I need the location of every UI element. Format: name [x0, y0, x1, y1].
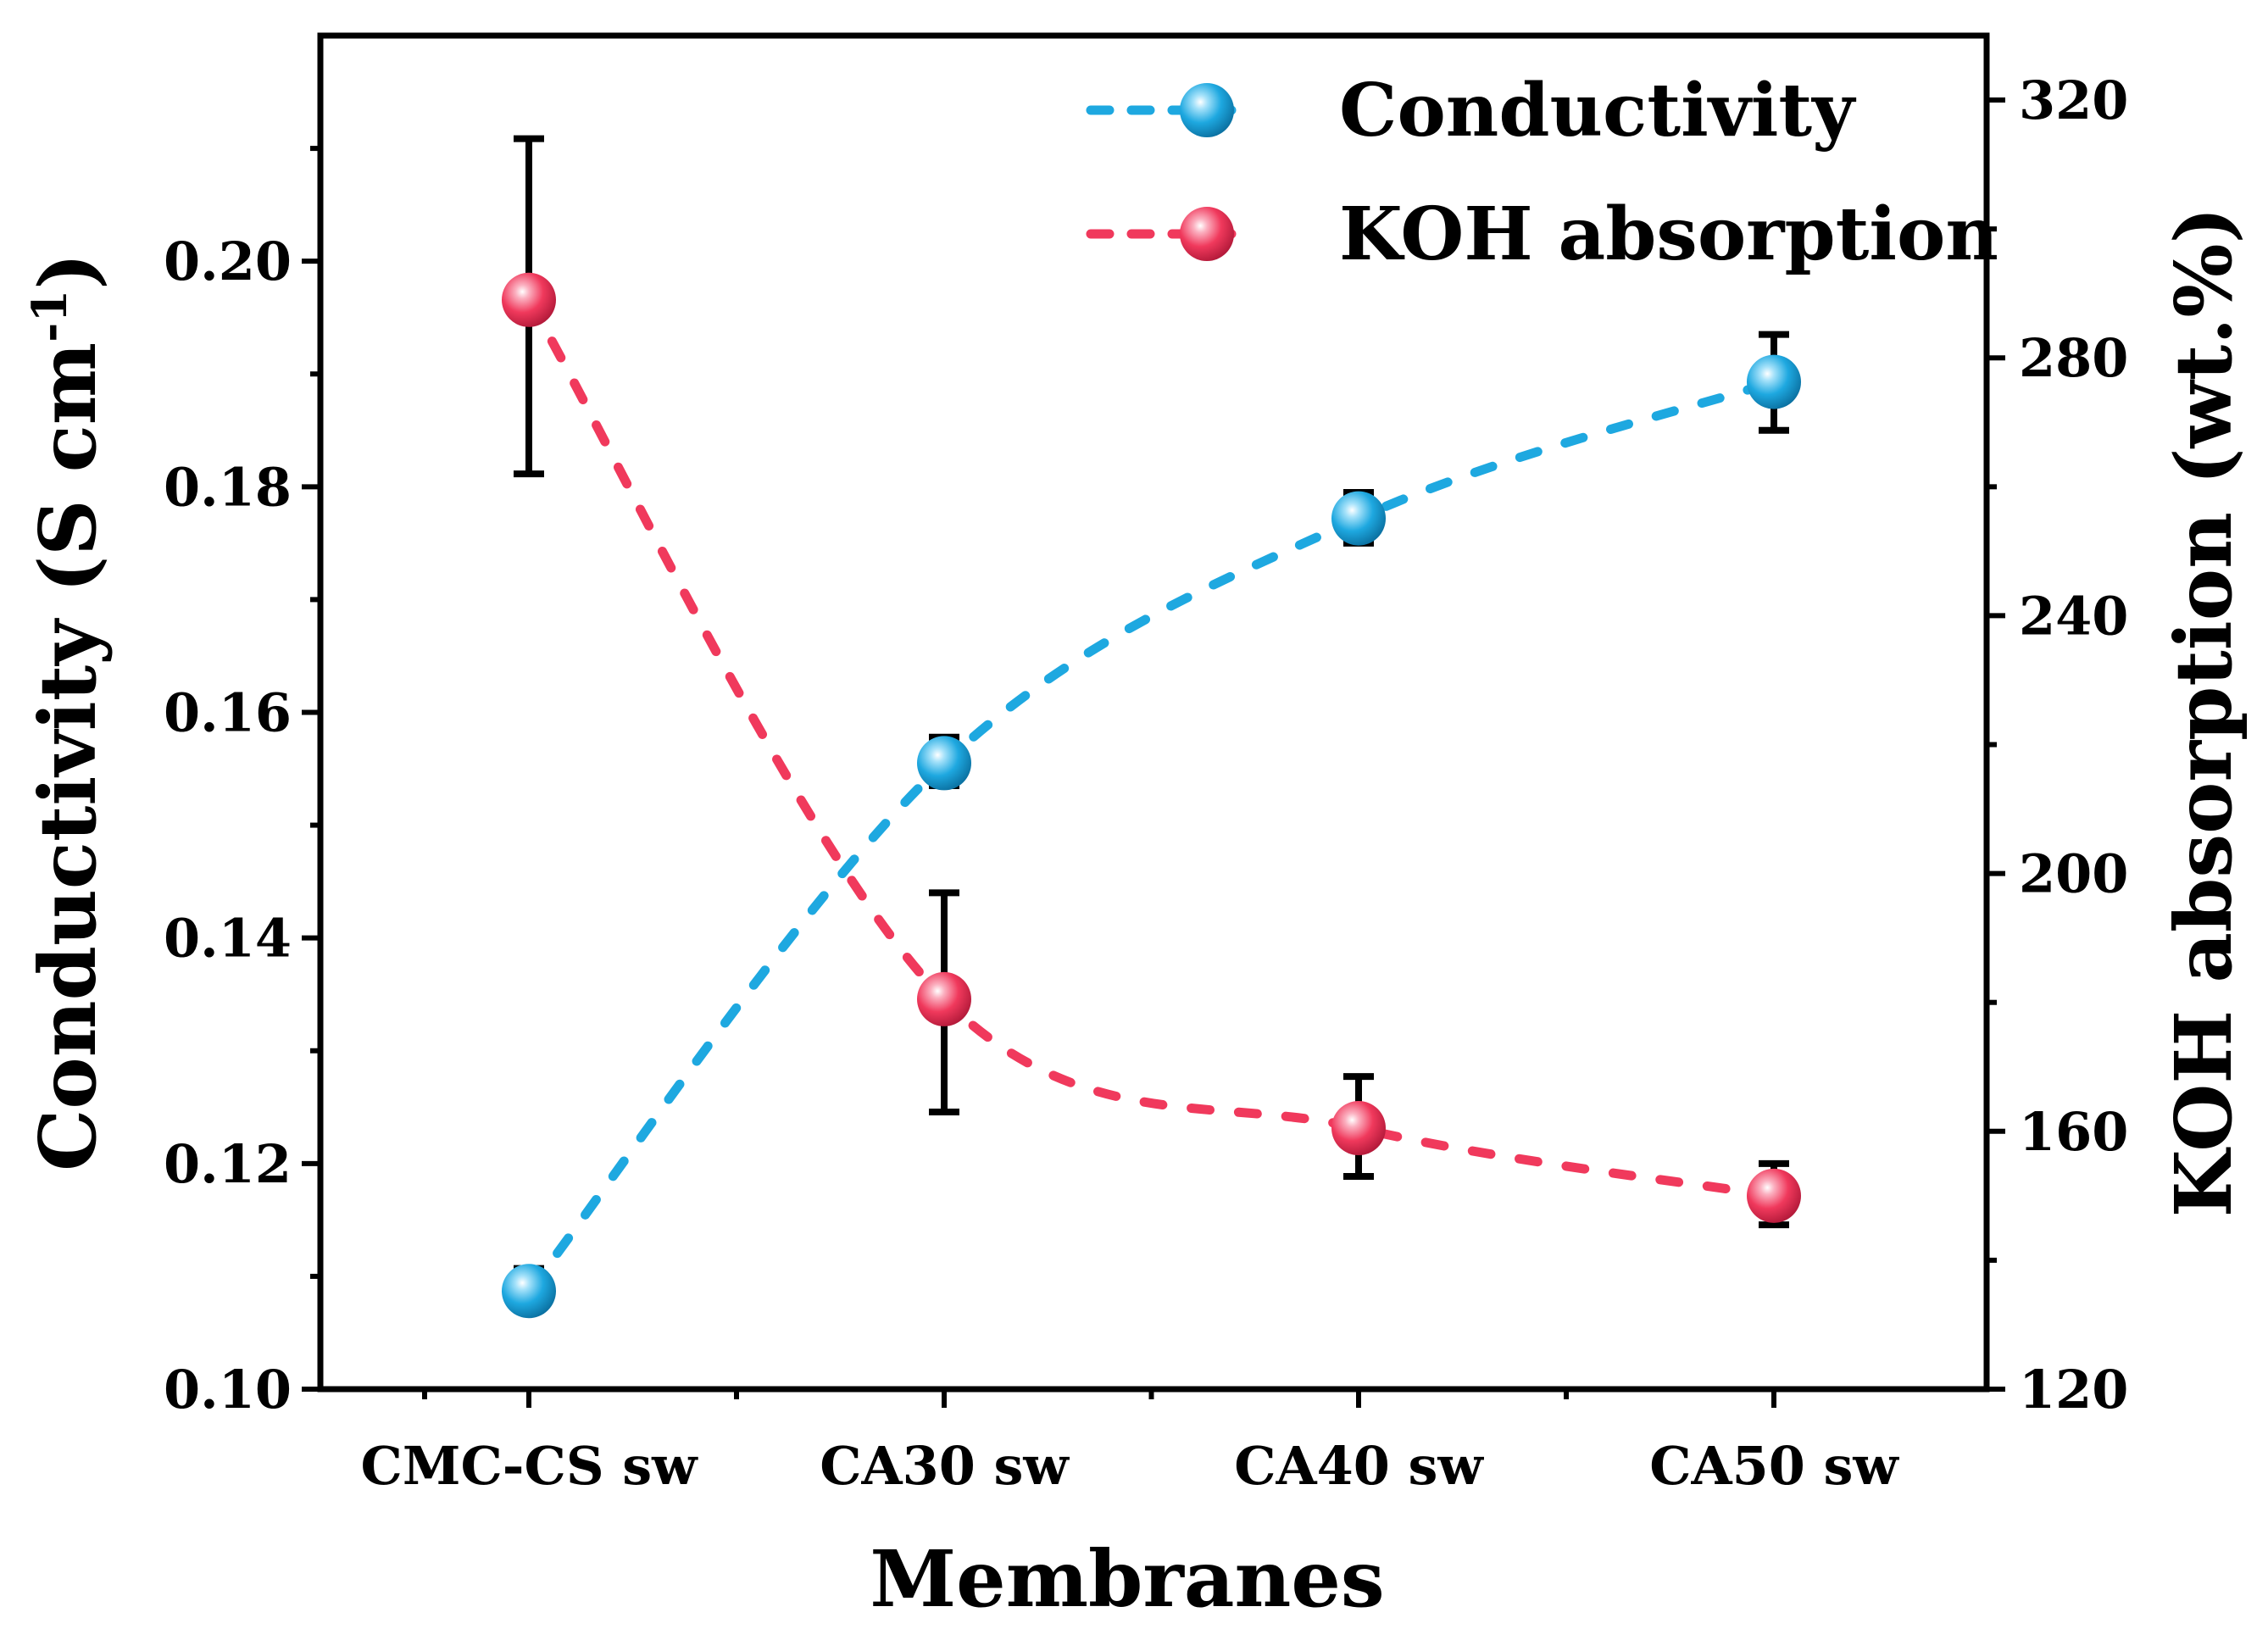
series-line-koh-absorption — [524, 295, 1779, 1201]
right-tick-label: 280 — [2019, 327, 2128, 389]
legend: Conductivity KOH absorption — [1086, 68, 1998, 277]
series-line-conductivity — [524, 377, 1779, 1296]
left-tick-label: 0.14 — [164, 908, 292, 970]
left-tick-label: 0.12 — [164, 1133, 292, 1195]
left-tick-label: 0.16 — [164, 682, 292, 744]
left-axis-title-superscript: -1 — [22, 290, 78, 342]
data-point-koh-absorption — [502, 272, 556, 327]
legend-marker-koh-absorption — [1180, 207, 1234, 261]
legend-label-koh-absorption: KOH absorption — [1339, 192, 1998, 277]
right-tick-label: 120 — [2019, 1359, 2128, 1421]
data-point-conductivity — [1331, 491, 1386, 546]
data-point-conductivity — [1747, 354, 1801, 409]
legend-item-conductivity: Conductivity — [1086, 68, 1857, 153]
x-axis-title: Membranes — [870, 1533, 1384, 1625]
category-label: CA40 sw — [1234, 1435, 1484, 1497]
left-tick-label: 0.20 — [164, 231, 292, 292]
right-tick-label: 160 — [2019, 1101, 2128, 1163]
data-point-conductivity — [917, 736, 971, 791]
bottom-axis: CMC-CS sw CA30 sw CA40 sw CA50 sw — [360, 1389, 1899, 1497]
left-tick-label: 0.18 — [164, 456, 292, 518]
right-tick-label: 200 — [2019, 843, 2128, 905]
right-tick-label: 240 — [2019, 585, 2128, 647]
data-markers — [502, 272, 1801, 1319]
category-label: CMC-CS sw — [360, 1435, 698, 1497]
legend-marker-conductivity — [1180, 83, 1234, 137]
error-bars — [514, 135, 1789, 1314]
right-tick-label: 320 — [2019, 69, 2128, 131]
category-label: CA50 sw — [1649, 1435, 1899, 1497]
left-axis-title: Conductivity (S cm-1) — [22, 253, 114, 1171]
right-axis-title: KOH absorption (wt.%) — [2158, 207, 2249, 1217]
legend-item-koh-absorption: KOH absorption — [1086, 192, 1998, 277]
data-point-koh-absorption — [1747, 1168, 1801, 1223]
left-axis: 0.10 0.12 0.14 0.16 0.18 0.20 — [164, 146, 320, 1421]
data-point-conductivity — [502, 1264, 556, 1319]
left-axis-title-main: Conductivity (S cm — [22, 342, 114, 1171]
left-axis-title-end: ) — [22, 253, 114, 290]
series-lines — [524, 295, 1779, 1296]
legend-label-conductivity: Conductivity — [1339, 68, 1857, 153]
category-label: CA30 sw — [820, 1435, 1070, 1497]
right-axis: 120 160 200 240 280 320 — [1987, 69, 2128, 1421]
data-point-koh-absorption — [1331, 1101, 1386, 1156]
left-tick-label: 0.10 — [164, 1359, 292, 1421]
data-point-koh-absorption — [917, 971, 971, 1026]
